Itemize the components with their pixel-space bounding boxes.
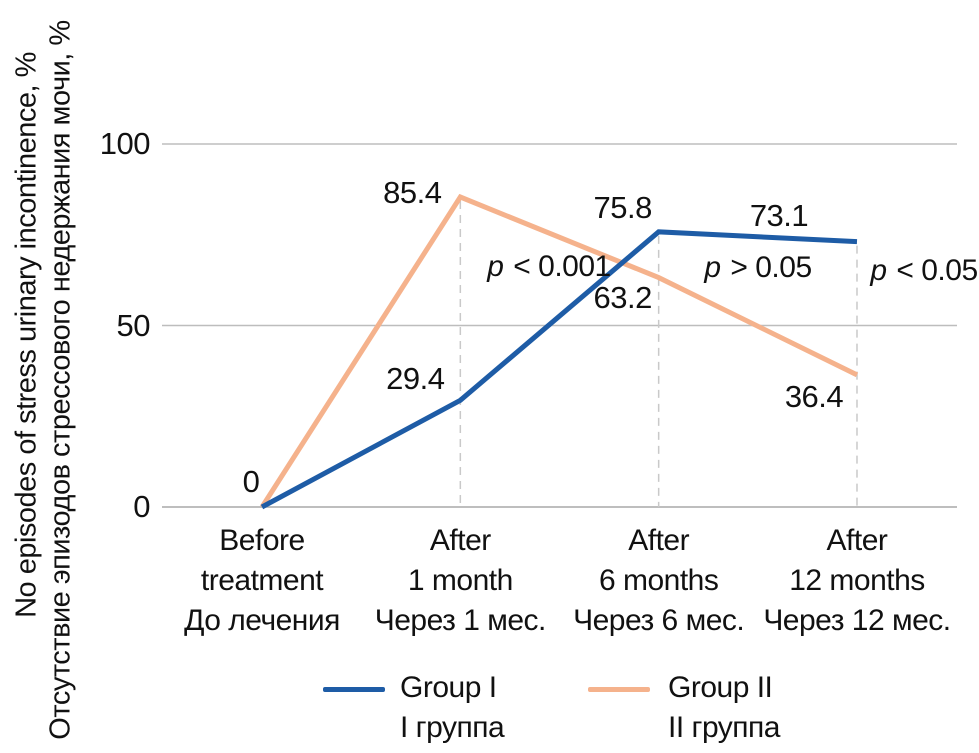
legend-group1-name-ru: I группа bbox=[400, 711, 505, 744]
y-tick-label-50: 50 bbox=[116, 307, 151, 343]
legend-item-group1: Group I I группа bbox=[323, 662, 583, 753]
series-line-group-i bbox=[260, 229, 858, 510]
x-category-label-3: After 6 months Через 6 мес. bbox=[534, 521, 784, 641]
value-label-group-ii-1: 85.4 bbox=[383, 174, 442, 210]
p-symbol: p bbox=[487, 250, 504, 283]
origin-value-label: 0 bbox=[242, 464, 260, 499]
legend-label-group2: Group II II группа bbox=[668, 668, 780, 748]
legend-group1-name-en: Group I bbox=[400, 671, 497, 704]
x-category-line: Через 1 мес. bbox=[374, 604, 547, 637]
p-value-annotation-3: p < 0.05 bbox=[870, 254, 978, 288]
x-category-line: After bbox=[826, 524, 888, 557]
p-value-annotation-1: p < 0.001 bbox=[487, 250, 611, 284]
legend-group2-name-en: Group II bbox=[668, 671, 773, 704]
legend-group2-name-ru: II группа bbox=[668, 711, 780, 744]
x-category-line: After bbox=[429, 524, 491, 557]
group1-line-swatch bbox=[323, 687, 385, 692]
x-category-line: 6 months bbox=[598, 564, 719, 597]
value-label-group-i-3: 73.1 bbox=[749, 197, 809, 233]
x-category-line: After bbox=[628, 524, 690, 557]
y-tick-label-0: 0 bbox=[133, 489, 150, 524]
x-category-line: Через 6 мес. bbox=[573, 604, 745, 637]
p-value-text: < 0.001 bbox=[505, 250, 611, 283]
series-line-group-ii bbox=[259, 193, 859, 509]
x-category-label-4: After 12 months Через 12 мес. bbox=[732, 521, 979, 641]
legend-item-group2: Group II II группа bbox=[588, 662, 868, 753]
p-value-text: < 0.05 bbox=[888, 254, 978, 287]
p-value-annotation-2: p > 0.05 bbox=[704, 251, 812, 285]
x-category-label-2: After 1 month Через 1 мес. bbox=[335, 521, 585, 641]
y-tick-label-100: 100 bbox=[99, 126, 151, 161]
value-label-group-i-2: 75.8 bbox=[593, 189, 652, 225]
group2-line-swatch bbox=[588, 687, 650, 692]
x-category-label-1: Before treatment До лечения bbox=[137, 521, 387, 641]
x-category-line: До лечения bbox=[184, 604, 340, 637]
p-symbol: p bbox=[704, 251, 721, 284]
x-category-line: 12 months bbox=[789, 564, 925, 597]
x-category-line: Before bbox=[219, 524, 305, 557]
value-label-group-ii-2: 63.2 bbox=[593, 279, 652, 315]
p-value-text: > 0.05 bbox=[722, 251, 812, 284]
value-label-group-ii-3: 36.4 bbox=[784, 378, 844, 414]
x-category-line: Через 12 мес. bbox=[763, 604, 951, 637]
x-category-line: treatment bbox=[200, 564, 324, 597]
legend-label-group1: Group I I группа bbox=[400, 668, 505, 748]
legend: Group I I группа Group II II группа bbox=[0, 662, 979, 753]
p-symbol: p bbox=[870, 254, 887, 287]
value-label-group-i-1: 29.4 bbox=[386, 361, 445, 397]
x-category-line: 1 month bbox=[407, 564, 513, 597]
